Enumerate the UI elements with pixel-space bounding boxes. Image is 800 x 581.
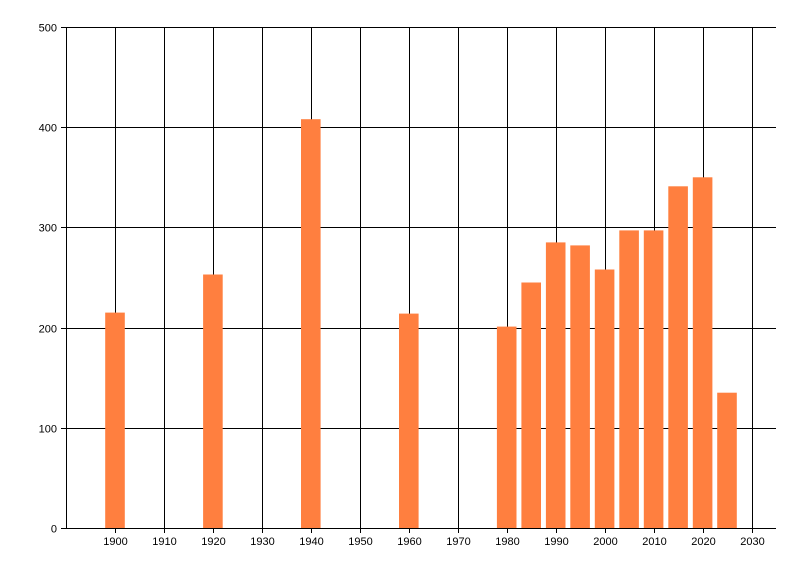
bar-1980 bbox=[496, 326, 517, 528]
x-tick-label-1960: 1960 bbox=[397, 536, 421, 548]
bar-2000 bbox=[594, 269, 615, 528]
y-tick-label-400: 400 bbox=[39, 123, 57, 135]
x-tick-label-2010: 2010 bbox=[642, 536, 666, 548]
bar-1900 bbox=[105, 312, 125, 528]
bar-1990 bbox=[545, 242, 566, 528]
x-tick-label-1930: 1930 bbox=[250, 536, 274, 548]
bar-1985 bbox=[521, 282, 541, 528]
y-tick-label-0: 0 bbox=[51, 524, 57, 536]
x-tick-label-1900: 1900 bbox=[103, 536, 127, 548]
bar-1920 bbox=[203, 274, 223, 528]
y-tick-label-100: 100 bbox=[39, 424, 57, 436]
bar-2015 bbox=[668, 186, 688, 529]
bars bbox=[105, 119, 737, 529]
tick-labels: 1900 1910 1920 1930 1940 1950 1960 1970 1980 1990… bbox=[39, 23, 765, 549]
bar-2010 bbox=[643, 230, 664, 528]
y-tick-label-500: 500 bbox=[39, 23, 57, 35]
bar-1960 bbox=[399, 313, 419, 528]
x-tick-label-1990: 1990 bbox=[544, 536, 568, 548]
axes bbox=[66, 27, 776, 529]
bar-2025 bbox=[717, 392, 737, 528]
bar-1995 bbox=[570, 245, 590, 528]
x-tick-label-1950: 1950 bbox=[348, 536, 372, 548]
y-tick-label-300: 300 bbox=[39, 223, 57, 235]
bar-2005 bbox=[619, 230, 639, 528]
y-tick-label-200: 200 bbox=[39, 324, 57, 336]
x-tick-label-2030: 2030 bbox=[740, 536, 764, 548]
bar-2020 bbox=[692, 177, 713, 529]
x-tick-label-1980: 1980 bbox=[495, 536, 519, 548]
bar-1940 bbox=[301, 119, 321, 528]
x-tick-label-2020: 2020 bbox=[691, 536, 715, 548]
x-tick-label-1920: 1920 bbox=[201, 536, 225, 548]
x-tick-label-1910: 1910 bbox=[152, 536, 176, 548]
x-tick-label-2000: 2000 bbox=[593, 536, 617, 548]
x-tick-label-1940: 1940 bbox=[299, 536, 323, 548]
x-tick-label-1970: 1970 bbox=[446, 536, 470, 548]
